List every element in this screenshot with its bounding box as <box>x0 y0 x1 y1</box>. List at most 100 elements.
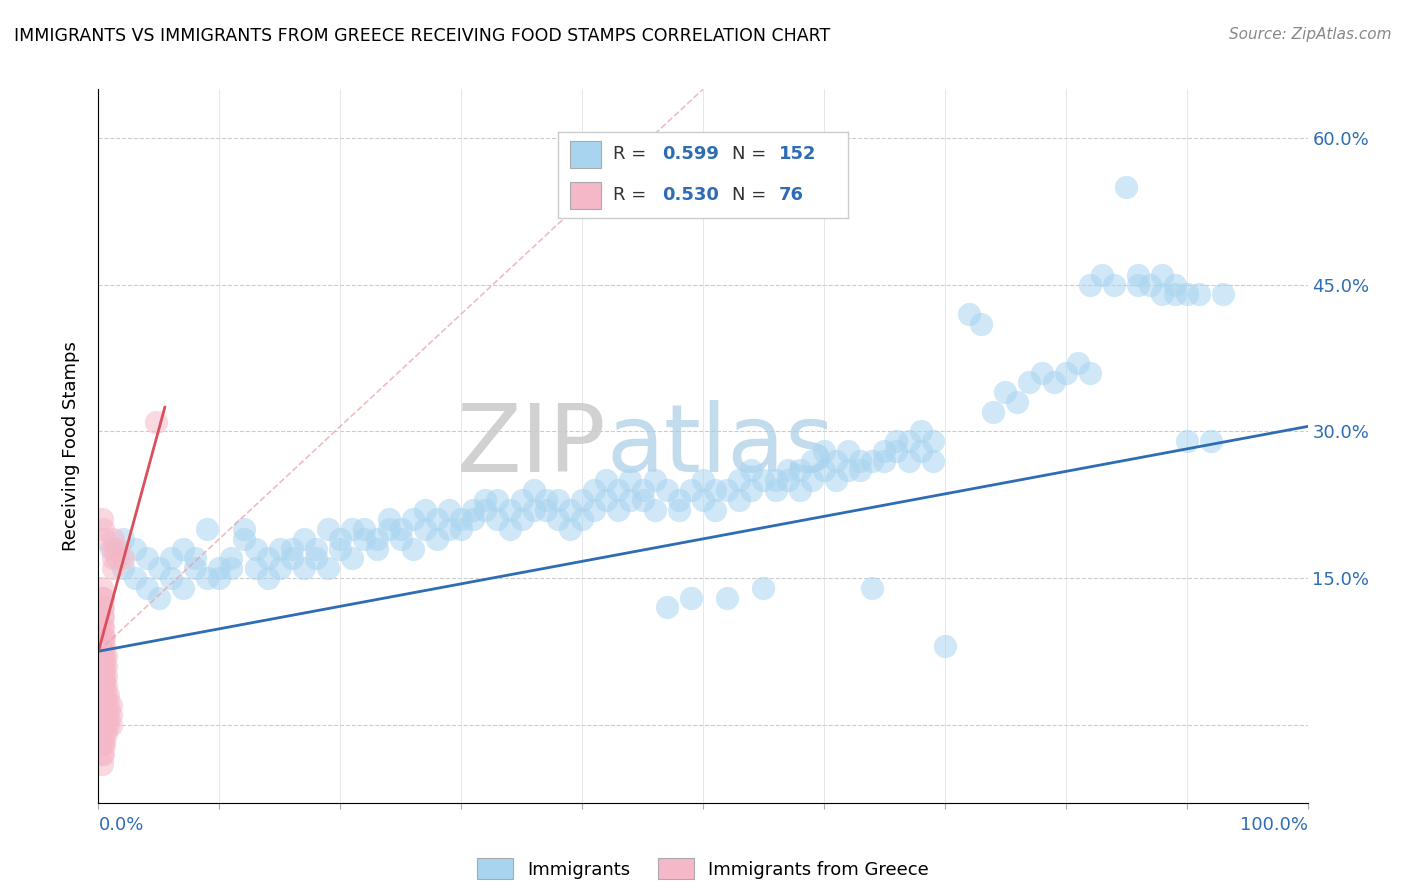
Point <box>91 698 114 712</box>
Point <box>668 492 690 507</box>
Y-axis label: Receiving Food Stamps: Receiving Food Stamps <box>62 341 80 551</box>
Point <box>91 630 114 644</box>
Point <box>1199 434 1222 449</box>
Text: R =: R = <box>613 145 647 163</box>
Point <box>1078 366 1101 380</box>
Point <box>437 502 460 516</box>
Point <box>94 727 117 741</box>
Point <box>1128 277 1150 292</box>
Point <box>607 483 630 497</box>
Point <box>91 678 114 692</box>
Point <box>426 532 449 546</box>
Point <box>860 581 883 595</box>
Text: N =: N = <box>733 145 766 163</box>
Text: Source: ZipAtlas.com: Source: ZipAtlas.com <box>1229 27 1392 42</box>
Point <box>534 502 557 516</box>
Point <box>389 532 412 546</box>
Point <box>281 551 304 566</box>
Point <box>970 317 993 331</box>
Point <box>208 561 231 575</box>
Point <box>93 707 115 722</box>
Point <box>510 512 533 526</box>
Point <box>91 610 114 624</box>
Point <box>583 483 606 497</box>
Point <box>93 669 115 683</box>
Text: 76: 76 <box>779 186 803 204</box>
Point <box>94 659 117 673</box>
Point <box>97 688 120 702</box>
Point <box>329 541 352 556</box>
Point <box>172 581 194 595</box>
Point <box>1042 376 1064 390</box>
Point <box>595 473 617 487</box>
Point <box>342 522 364 536</box>
Point <box>1212 287 1234 301</box>
Point <box>692 492 714 507</box>
Point <box>256 571 278 585</box>
Point <box>1018 376 1040 390</box>
Point <box>329 532 352 546</box>
Point <box>1031 366 1053 380</box>
Point <box>148 591 170 605</box>
Point <box>93 630 115 644</box>
Point <box>1163 277 1185 292</box>
Point <box>366 532 388 546</box>
Point <box>607 502 630 516</box>
Point <box>342 551 364 566</box>
Point <box>305 541 328 556</box>
Point <box>1091 268 1114 282</box>
Point <box>1078 277 1101 292</box>
Point <box>547 492 569 507</box>
Point <box>849 463 872 477</box>
Point <box>101 532 124 546</box>
Point <box>91 669 114 683</box>
Point <box>101 541 124 556</box>
Point <box>94 707 117 722</box>
Point <box>91 640 114 654</box>
Point <box>245 561 267 575</box>
Point <box>619 473 641 487</box>
Text: 0.530: 0.530 <box>662 186 720 204</box>
Point <box>679 591 702 605</box>
Point <box>1115 180 1137 194</box>
Point <box>91 630 114 644</box>
Point <box>91 591 114 605</box>
Point <box>994 385 1017 400</box>
Point <box>523 483 546 497</box>
Text: N =: N = <box>733 186 766 204</box>
Point <box>148 561 170 575</box>
Point <box>97 707 120 722</box>
Point <box>160 551 183 566</box>
Point <box>91 707 114 722</box>
Point <box>269 541 291 556</box>
Point <box>94 688 117 702</box>
Point <box>910 425 932 439</box>
Point <box>101 561 124 575</box>
Point <box>316 561 339 575</box>
Point <box>94 717 117 731</box>
Point <box>921 453 943 467</box>
Point <box>93 532 115 546</box>
Text: R =: R = <box>613 186 647 204</box>
Point <box>91 717 114 731</box>
Point <box>413 522 436 536</box>
FancyBboxPatch shape <box>569 141 602 168</box>
Point <box>93 727 115 741</box>
Point <box>873 443 896 458</box>
Point <box>571 512 593 526</box>
Point <box>94 678 117 692</box>
Point <box>800 473 823 487</box>
Point <box>91 669 114 683</box>
Point <box>93 737 115 751</box>
Text: 0.0%: 0.0% <box>98 816 143 834</box>
Point <box>195 522 218 536</box>
Point <box>474 492 496 507</box>
Point <box>91 640 114 654</box>
Point <box>740 463 762 477</box>
Point <box>789 483 811 497</box>
Point <box>463 512 485 526</box>
Point <box>1007 395 1029 409</box>
Point <box>1054 366 1077 380</box>
Point <box>1067 356 1090 370</box>
Point <box>1175 434 1198 449</box>
